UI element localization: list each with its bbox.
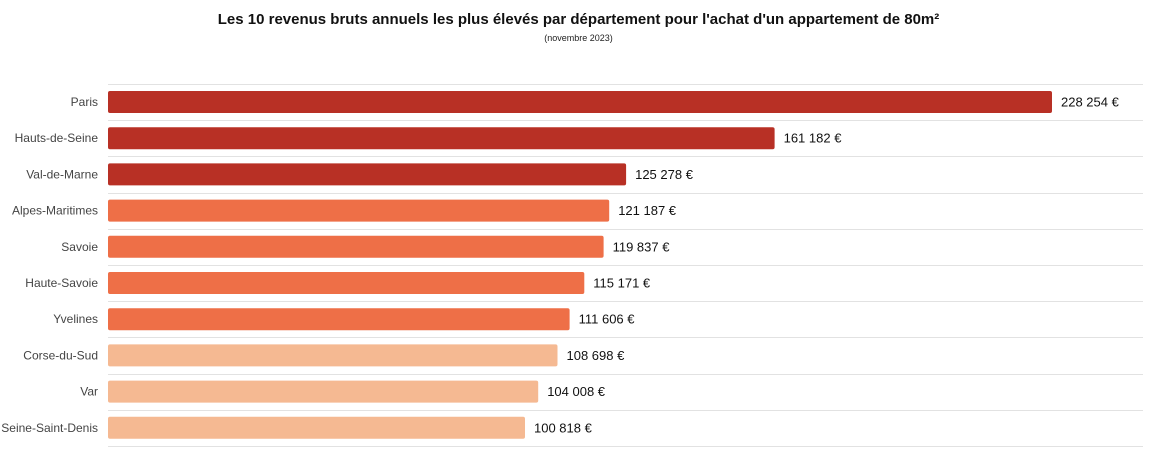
value-label: 100 818 € <box>534 420 593 435</box>
bar <box>108 163 627 186</box>
category-label: Seine-Saint-Denis <box>1 421 98 435</box>
bar <box>108 91 1052 113</box>
value-label: 115 171 € <box>593 276 651 291</box>
chart-subtitle: (novembre 2023) <box>544 33 613 43</box>
value-label: 104 008 € <box>547 384 606 399</box>
category-label: Haute-Savoie <box>25 276 98 290</box>
value-label: 111 606 € <box>579 312 636 327</box>
bar <box>108 235 604 258</box>
category-label: Savoie <box>61 240 98 254</box>
value-label: 161 182 € <box>784 131 843 146</box>
row-separators <box>108 84 1143 447</box>
bar <box>108 380 539 403</box>
value-label: 119 837 € <box>613 239 671 254</box>
category-label: Yvelines <box>53 312 98 326</box>
bar <box>108 344 558 367</box>
category-label: Hauts-de-Seine <box>15 131 99 145</box>
category-label: Val-de-Marne <box>26 167 98 181</box>
category-label: Var <box>80 385 98 399</box>
bar <box>108 199 610 222</box>
category-label: Paris <box>71 95 98 109</box>
bars <box>108 91 1052 439</box>
value-label: 125 278 € <box>635 167 694 182</box>
bar <box>108 308 570 331</box>
bar <box>108 416 525 439</box>
category-label: Alpes-Maritimes <box>12 204 98 218</box>
bar <box>108 127 775 150</box>
value-label: 108 698 € <box>567 348 626 363</box>
category-labels: Paris Hauts-de-Seine Val-de-Marne Alpes-Mar… <box>1 95 98 435</box>
value-label: 228 254 € <box>1061 95 1120 110</box>
value-labels: 228 254 € 161 182 € 125 278 € 121 187 € 119 … <box>534 95 1120 436</box>
bar <box>108 272 585 294</box>
chart-title: Les 10 revenus bruts annuels les plus él… <box>217 11 940 28</box>
value-label: 121 187 € <box>618 203 677 218</box>
category-label: Corse-du-Sud <box>23 348 98 362</box>
